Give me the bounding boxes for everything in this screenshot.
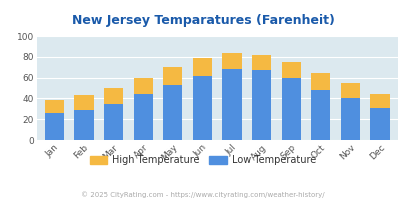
- Bar: [74, 110, 93, 140]
- Bar: [370, 94, 389, 108]
- Bar: [281, 78, 300, 140]
- Bar: [222, 69, 241, 140]
- Bar: [163, 67, 182, 85]
- Bar: [252, 70, 271, 140]
- Text: © 2025 CityRating.com - https://www.cityrating.com/weather-history/: © 2025 CityRating.com - https://www.city…: [81, 191, 324, 198]
- Bar: [104, 88, 123, 104]
- Bar: [133, 94, 152, 140]
- Text: New Jersey Temparatures (Farenheit): New Jersey Temparatures (Farenheit): [71, 14, 334, 27]
- Bar: [311, 90, 330, 140]
- Bar: [222, 53, 241, 69]
- Bar: [370, 108, 389, 140]
- Bar: [192, 58, 211, 76]
- Bar: [104, 104, 123, 140]
- Bar: [45, 100, 64, 113]
- Bar: [74, 95, 93, 110]
- Bar: [311, 73, 330, 90]
- Bar: [133, 78, 152, 94]
- Bar: [340, 98, 359, 140]
- Bar: [45, 113, 64, 140]
- Bar: [281, 62, 300, 78]
- Bar: [163, 85, 182, 140]
- Bar: [192, 76, 211, 140]
- Bar: [252, 55, 271, 70]
- Legend: High Temperature, Low Temperature: High Temperature, Low Temperature: [86, 151, 319, 169]
- Bar: [340, 83, 359, 98]
